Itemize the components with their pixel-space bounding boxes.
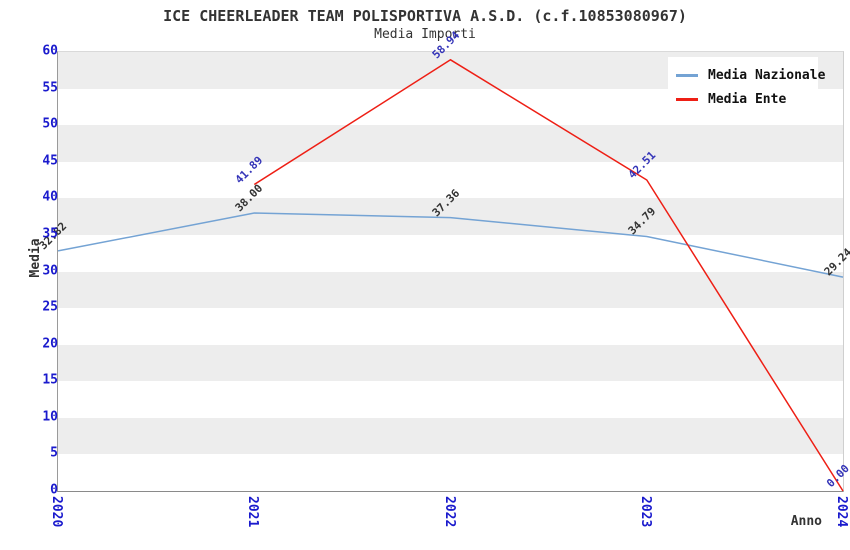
legend-label: Media Ente — [708, 91, 787, 107]
legend-line-swatch — [676, 73, 698, 77]
grid-band — [58, 381, 843, 418]
legend-item-media-nazionale: Media Nazionale — [676, 63, 825, 87]
legend-item-media-ente: Media Ente — [676, 87, 810, 111]
y-tick-label: 40 — [42, 189, 58, 205]
legend-line-swatch — [676, 97, 698, 101]
y-tick-label: 20 — [42, 336, 58, 352]
grid-band — [58, 271, 843, 309]
series-lines — [57, 58, 844, 492]
grid-band — [58, 308, 843, 345]
x-tick-label: 2020 — [49, 496, 64, 528]
grid-band — [58, 234, 843, 272]
y-tick-label: 0 — [50, 482, 58, 498]
y-tick-label: 15 — [42, 372, 58, 388]
y-tick-label: 5 — [50, 445, 58, 461]
x-tick-label: 2024 — [834, 496, 849, 528]
chart-subtitle: Media Importi — [374, 27, 476, 42]
x-tick-label: 2021 — [245, 496, 261, 528]
y-tick-label: 35 — [42, 226, 58, 242]
series-line-media-nazionale — [57, 212, 844, 278]
series-line-media-ente — [253, 58, 844, 492]
y-tick-label: 25 — [42, 299, 58, 315]
y-tick-label: 55 — [42, 80, 58, 96]
x-axis-label: Anno — [790, 514, 822, 529]
y-tick-label: 45 — [42, 153, 58, 169]
y-tick-label: 50 — [42, 116, 58, 132]
y-tick-label: 60 — [42, 43, 58, 59]
x-tick-label: 2023 — [637, 496, 653, 528]
x-tick-label: 2022 — [441, 496, 457, 528]
grid-band — [58, 454, 843, 491]
legend: Media Nazionale Media Ente — [668, 57, 825, 115]
legend-label: Media Nazionale — [708, 67, 826, 83]
grid-band — [58, 344, 843, 382]
grid-band — [58, 125, 843, 162]
chart-title: ICE CHEERLEADER TEAM POLISPORTIVA A.S.D.… — [163, 7, 687, 25]
grid-band — [58, 161, 843, 199]
y-tick-label: 30 — [42, 263, 58, 278]
y-tick-label: 10 — [42, 409, 58, 425]
grid-band — [58, 198, 843, 235]
grid-band — [58, 417, 843, 455]
plot-area: 32.82 38.00 37.36 34.79 29.24 41.89 58.94 42.51… — [37, 28, 850, 492]
